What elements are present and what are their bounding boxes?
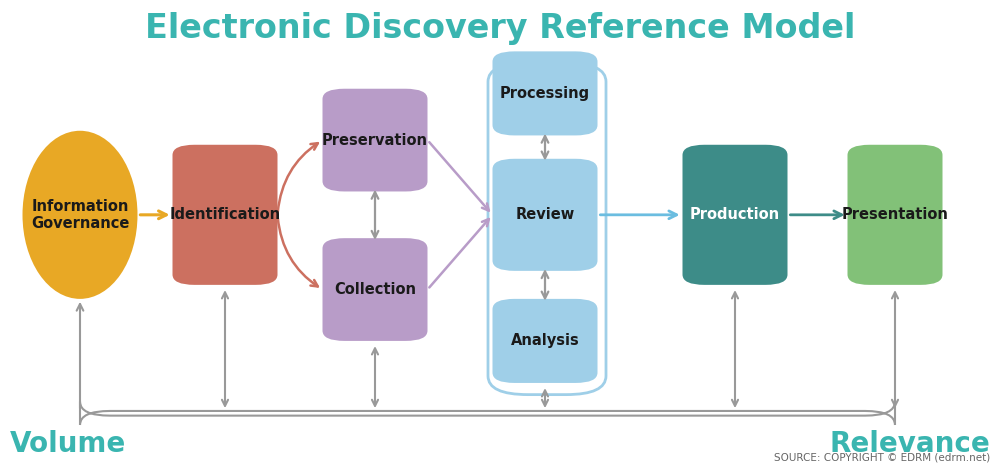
FancyBboxPatch shape bbox=[493, 51, 598, 135]
Text: Identification: Identification bbox=[169, 207, 281, 222]
Text: Electronic Discovery Reference Model: Electronic Discovery Reference Model bbox=[145, 12, 855, 45]
Text: Presentation: Presentation bbox=[842, 207, 948, 222]
Text: Review: Review bbox=[515, 207, 575, 222]
Ellipse shape bbox=[22, 131, 138, 299]
FancyBboxPatch shape bbox=[848, 145, 942, 285]
Text: Collection: Collection bbox=[334, 282, 416, 297]
FancyBboxPatch shape bbox=[322, 238, 428, 341]
Text: Analysis: Analysis bbox=[511, 333, 579, 348]
Text: SOURCE: COPYRIGHT © EDRM (edrm.net): SOURCE: COPYRIGHT © EDRM (edrm.net) bbox=[774, 453, 990, 462]
Text: Production: Production bbox=[690, 207, 780, 222]
Text: Information
Governance: Information Governance bbox=[31, 198, 129, 231]
FancyBboxPatch shape bbox=[493, 299, 598, 383]
Text: Processing: Processing bbox=[500, 86, 590, 101]
Text: Preservation: Preservation bbox=[322, 133, 428, 148]
FancyBboxPatch shape bbox=[173, 145, 278, 285]
FancyBboxPatch shape bbox=[682, 145, 788, 285]
FancyBboxPatch shape bbox=[493, 159, 598, 271]
Text: Volume: Volume bbox=[10, 430, 126, 458]
Text: Relevance: Relevance bbox=[829, 430, 990, 458]
FancyBboxPatch shape bbox=[322, 89, 428, 191]
